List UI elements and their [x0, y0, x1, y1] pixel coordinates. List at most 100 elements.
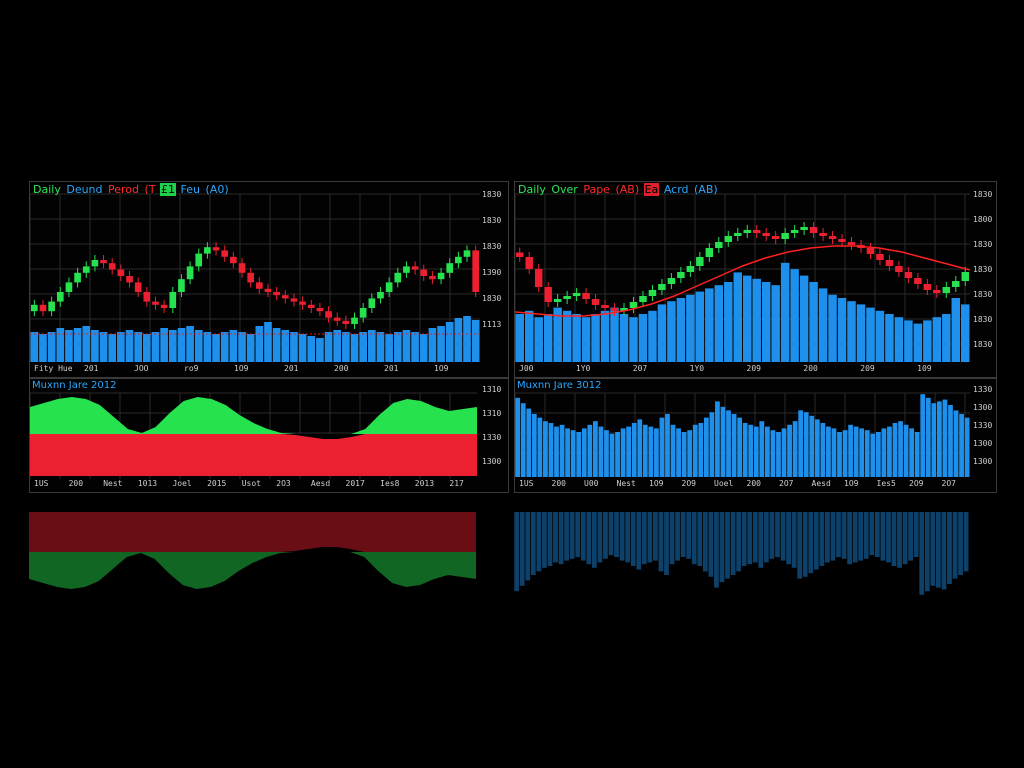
candle — [933, 290, 941, 293]
x-tick-label: 2O9 — [909, 479, 924, 488]
volume-bar — [559, 424, 565, 477]
volume-bar — [764, 426, 770, 477]
y-tick-label: 1310 — [482, 385, 502, 394]
candle — [91, 260, 99, 267]
candle — [74, 272, 81, 283]
volume-bar — [665, 414, 670, 477]
candle — [273, 292, 280, 296]
y-tick-label: 1300 — [482, 457, 502, 466]
volume-bar — [792, 421, 798, 477]
volume-bar — [961, 304, 970, 362]
title-word: (AB) — [615, 183, 640, 196]
area-panel-left: Muxnn Jare 2012 1310 1310 1330 1300 1US 200 N… — [29, 378, 509, 493]
candle — [696, 257, 704, 266]
x-tick-label: 1013 — [137, 479, 158, 488]
reflection-bar — [963, 512, 969, 572]
candle — [178, 279, 185, 292]
candle — [828, 236, 837, 239]
x-axis-left: Fity Hue 201 JOO ro9 1O9 201 200 201 1O9 — [30, 364, 480, 374]
x-tick-label: 201 — [84, 364, 99, 373]
candle — [847, 242, 856, 245]
volume-bar — [776, 432, 781, 477]
volume-bar — [108, 334, 117, 362]
volume-bar — [411, 332, 419, 362]
reflection-left — [29, 510, 509, 602]
x-tick-label: 1O9 — [649, 479, 664, 488]
title-word: Daily — [33, 183, 61, 196]
volume-bar — [30, 332, 39, 362]
reflection-bar — [658, 512, 664, 572]
volume-bar — [134, 332, 142, 362]
x-tick-label: Nest — [616, 479, 636, 488]
title-word: Acrd — [663, 183, 689, 196]
x-tick-label: 200 — [803, 364, 818, 373]
candle — [126, 276, 133, 283]
reflection-bar — [775, 512, 780, 557]
candlestick-chart-right — [515, 193, 971, 362]
candle — [316, 308, 324, 312]
reflection-group-left — [29, 510, 476, 589]
volume-bar — [931, 403, 937, 477]
volume-bar — [428, 328, 437, 362]
candle — [553, 299, 562, 302]
volume-bar — [837, 298, 847, 362]
chart-title-right: Daily Over Pape (AB) Ea Acrd (AB) — [517, 183, 719, 196]
candle — [667, 278, 676, 284]
volume-bar — [942, 399, 948, 477]
volume-bar — [543, 421, 548, 477]
price-panel-left: Daily Deund Perod (T £1 Feu (A0) 1830 183… — [29, 181, 509, 378]
volume-bar — [859, 428, 865, 477]
volume-bar — [203, 332, 212, 362]
volume-bar — [743, 275, 752, 362]
y-tick-label: 1830 — [482, 190, 502, 199]
volume-bar — [847, 301, 856, 362]
volume-bar — [790, 269, 799, 362]
volume-bar — [654, 428, 659, 477]
candle — [186, 266, 194, 280]
volume-bar — [581, 428, 587, 477]
reflection-bar — [852, 512, 858, 563]
volume-bar — [698, 423, 704, 477]
candle — [394, 272, 402, 283]
volume-bar — [565, 428, 570, 477]
reflection-bar — [608, 512, 614, 556]
reflection-bar — [947, 512, 952, 584]
candle — [734, 233, 742, 236]
reflection-bar — [702, 512, 708, 572]
volume-bar — [194, 330, 203, 362]
candle — [563, 296, 571, 299]
volume-bar — [923, 320, 932, 362]
reflection-bar — [813, 512, 819, 570]
y-tick-label: 1300 — [973, 403, 993, 412]
volume-bar — [554, 426, 559, 477]
candle — [762, 233, 770, 236]
reflection-bar — [619, 512, 625, 561]
volume-bar — [820, 423, 826, 477]
volume-bar — [881, 428, 887, 477]
volume-bar — [39, 334, 47, 362]
reflection-bar — [936, 512, 941, 588]
volume-bar — [298, 334, 307, 362]
volume-bar — [853, 426, 859, 477]
y-tick-label: 1830 — [973, 265, 993, 274]
reflection-bar — [930, 512, 936, 586]
volume-bar — [604, 430, 609, 477]
x-tick-label: Usot — [241, 479, 261, 488]
reflection-bar — [958, 512, 963, 575]
x-axis-bottom-left: 1US 200 Nest 1013 Joel 2015 Usot 2O3 Aesd 2017 Ies… — [30, 479, 480, 489]
candle — [307, 304, 315, 308]
reflection-bar — [519, 512, 525, 586]
reflection-bar — [913, 512, 919, 557]
reflection-bar — [669, 512, 675, 565]
reflection-bar — [653, 512, 658, 561]
reflection-bar — [630, 512, 636, 566]
reflection-bar — [697, 512, 703, 566]
volume-bar — [885, 314, 894, 362]
x-tick-label: 209 — [860, 364, 875, 373]
title-word: Deund — [66, 183, 103, 196]
volume-bar — [864, 430, 870, 477]
volume-bar — [709, 412, 715, 477]
reflection-bar — [719, 512, 725, 583]
reflection-bar — [841, 512, 847, 559]
reflection-bar — [564, 512, 569, 561]
